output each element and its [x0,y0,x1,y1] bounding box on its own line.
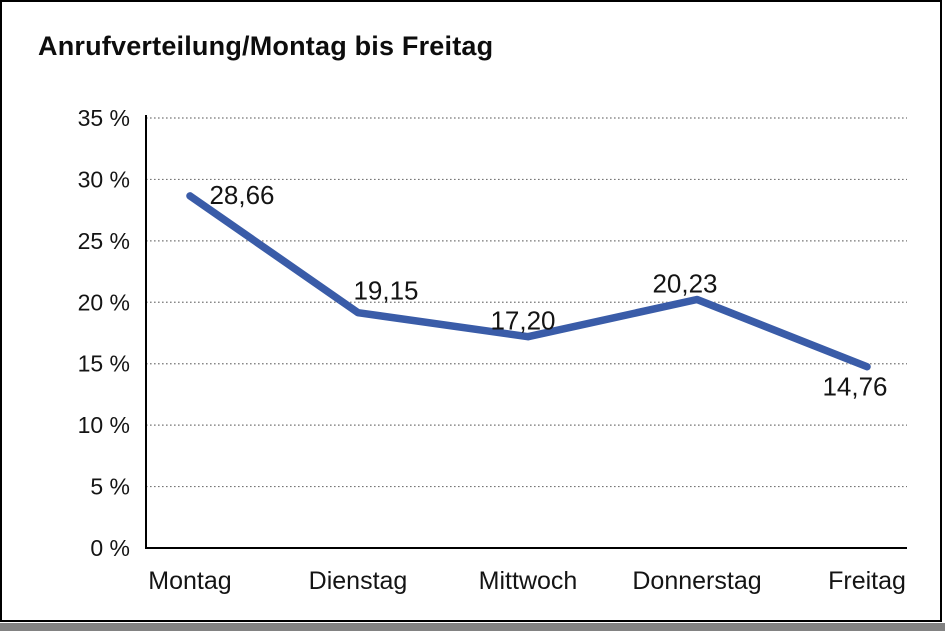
data-label-0: 28,66 [209,180,274,210]
data-label-2: 17,20 [490,306,555,336]
x-category-label-4: Freitag [828,567,906,595]
bottom-shadow-bar [0,623,945,631]
gridlines [146,117,907,488]
y-tick-label-10: 10 % [78,412,130,438]
x-category-label-2: Mittwoch [479,567,578,595]
data-line-series [186,192,871,371]
data-label-4: 14,76 [822,372,887,402]
y-tick-label-15: 15 % [78,351,130,377]
data-label-3: 20,23 [652,268,717,298]
x-category-label-3: Donnerstag [632,567,761,595]
y-tick-label-20: 20 % [78,289,130,315]
y-tick-label-25: 25 % [78,228,130,254]
y-axis-tick-labels: 0 % 5 % 10 % 15 % 20 % 25 % 30 % 35 % [78,105,130,561]
x-axis-category-labels: Montag Dienstag Mittwoch Donnerstag Freitag [148,567,906,595]
x-category-label-1: Dienstag [309,567,408,595]
y-tick-label-30: 30 % [78,166,130,192]
axes [145,115,907,549]
y-tick-label-5: 5 % [90,474,130,500]
x-category-label-0: Montag [148,567,231,595]
series-polyline [186,192,871,371]
y-tick-label-35: 35 % [78,105,130,131]
data-label-1: 19,15 [353,276,418,306]
y-tick-label-0: 0 % [90,535,130,561]
chart-title: Anrufverteilung/Montag bis Freitag [38,31,494,61]
data-point-labels: 28,66 19,15 17,20 20,23 14,76 [209,180,887,402]
